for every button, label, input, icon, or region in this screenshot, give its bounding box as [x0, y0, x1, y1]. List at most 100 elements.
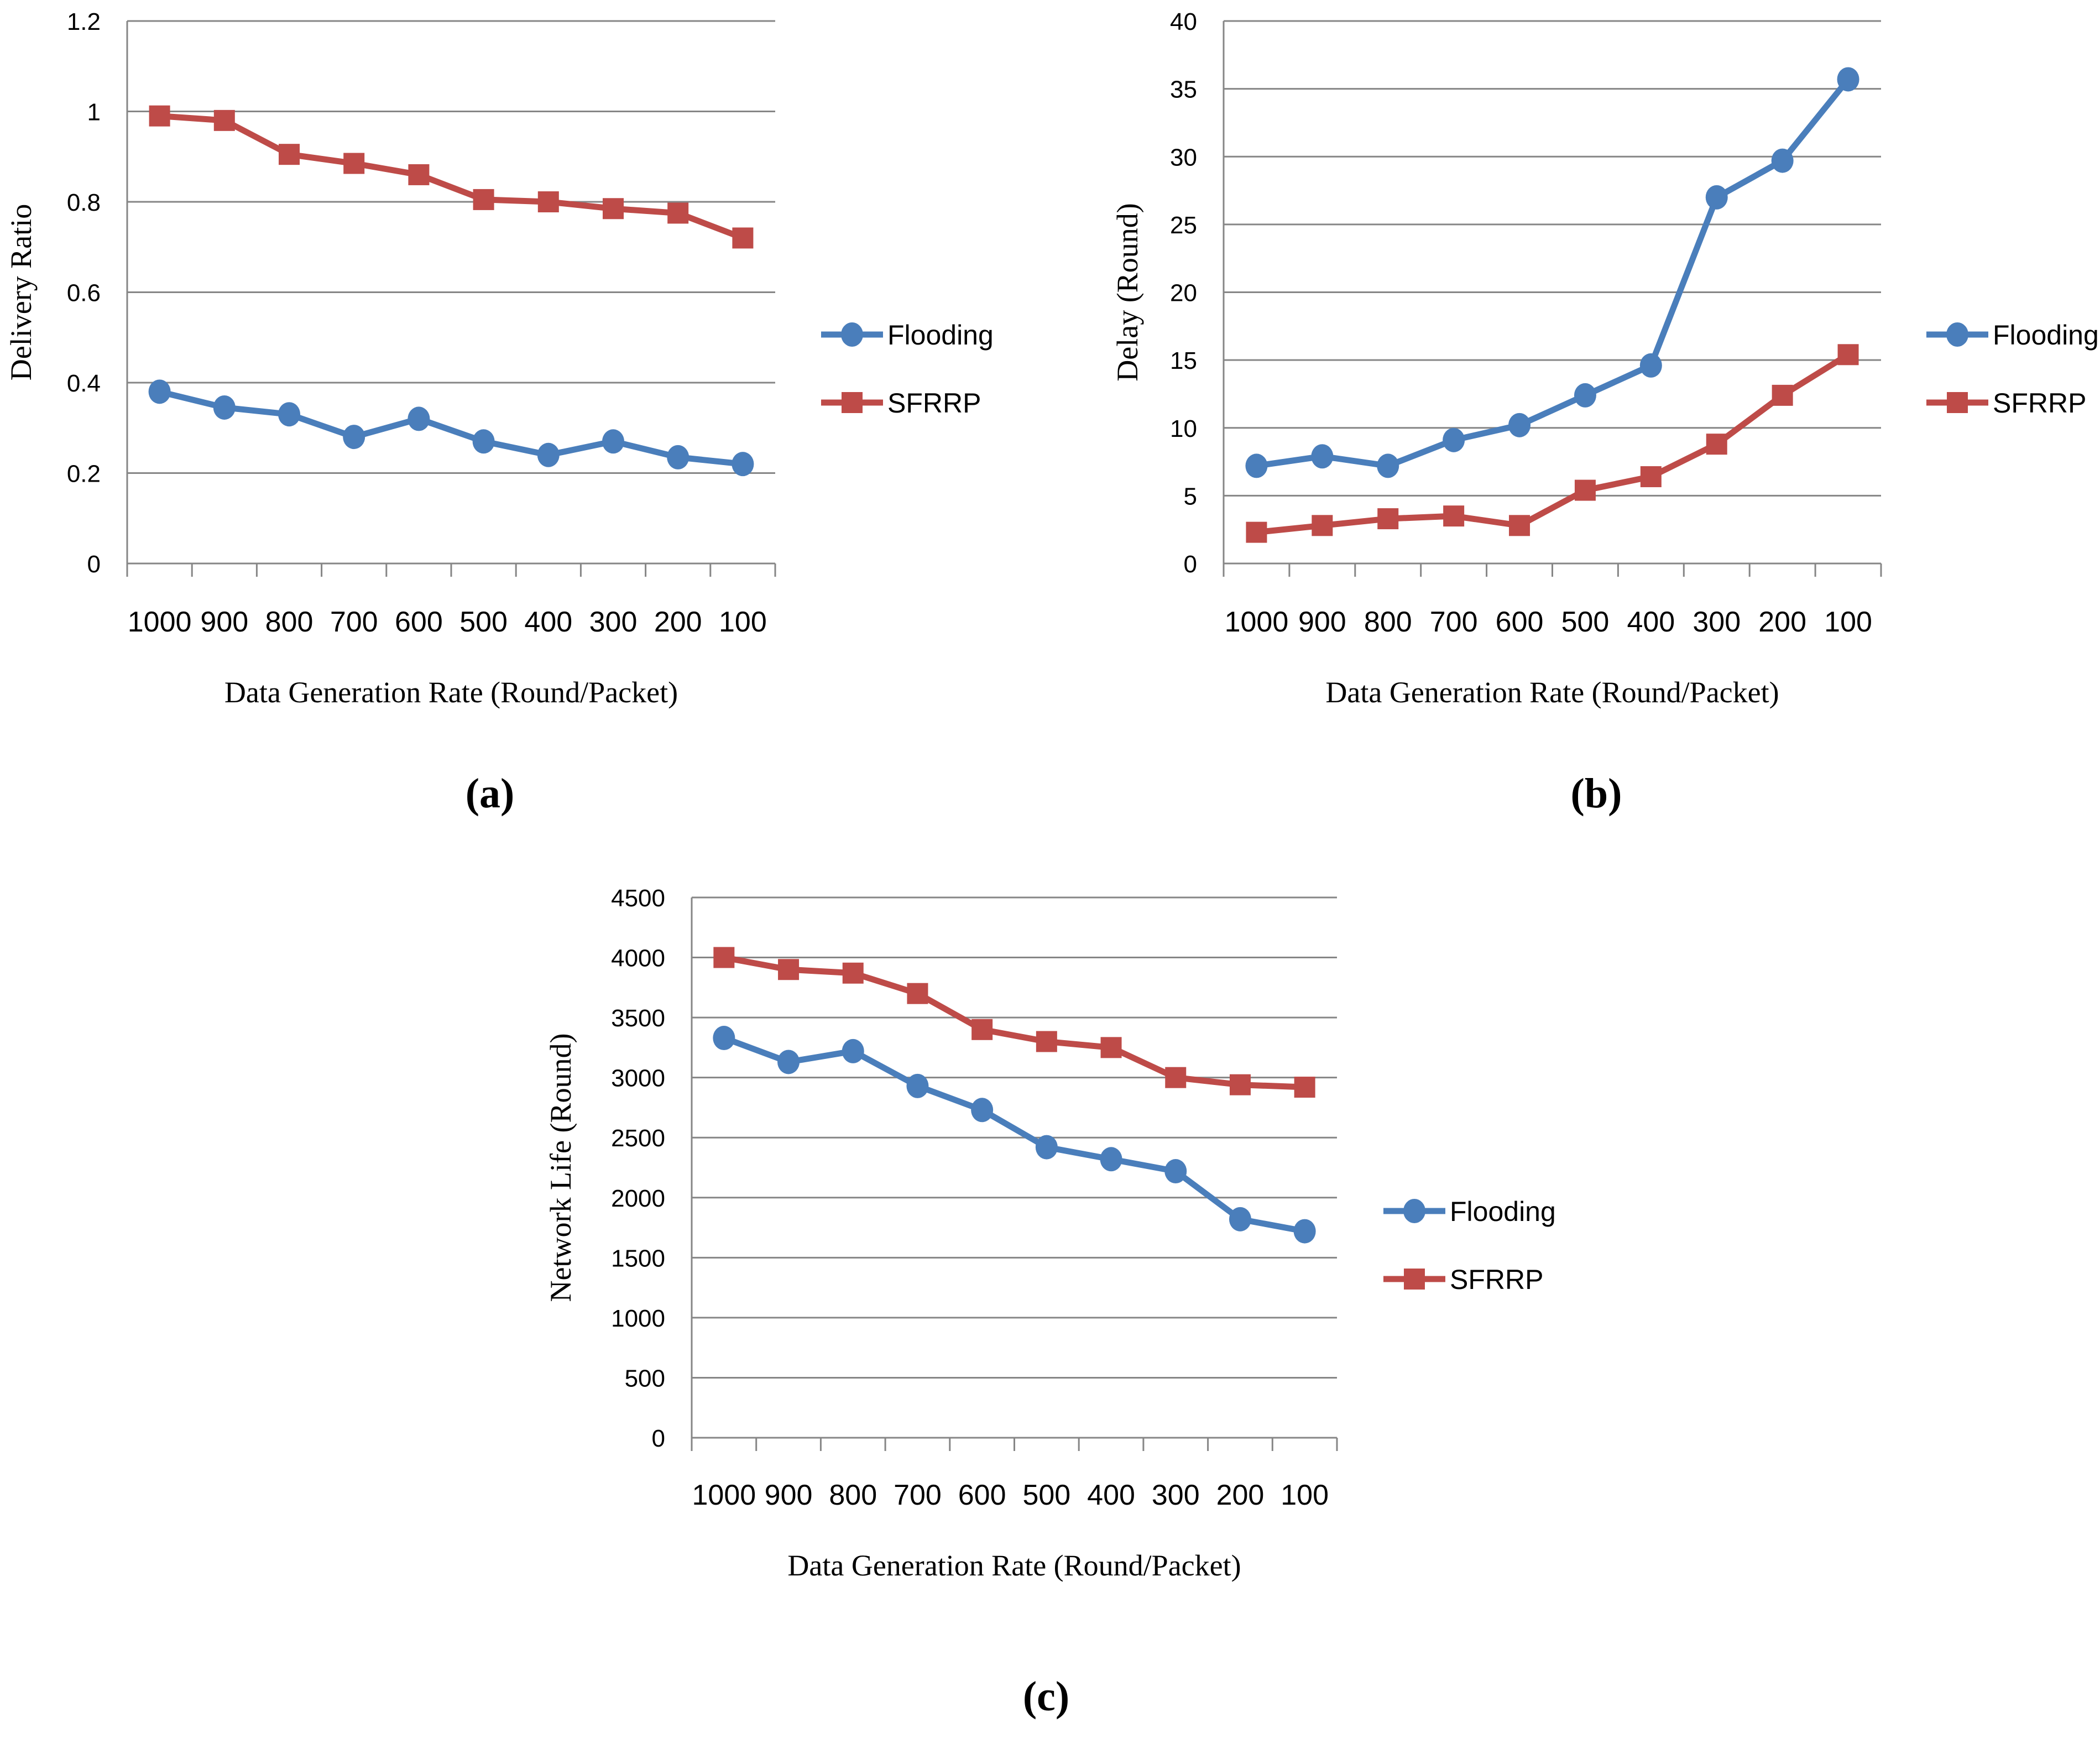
x-tick-label: 100	[1281, 1479, 1329, 1511]
y-tick-label: 25	[1170, 212, 1197, 239]
y-tick-label: 4000	[611, 945, 665, 972]
x-tick-label: 600	[958, 1479, 1006, 1511]
x-tick-label: 1000	[692, 1479, 756, 1511]
legend-marker	[1403, 1199, 1425, 1223]
data-point	[1377, 453, 1399, 478]
legend: Flooding SFRRP	[821, 320, 994, 419]
data-point	[842, 962, 864, 984]
x-tick-label: 800	[829, 1479, 877, 1511]
data-point	[971, 1019, 993, 1040]
x-tick-label: 400	[524, 606, 572, 638]
y-tick-label: 0	[652, 1425, 665, 1452]
series-sfrrp	[1246, 344, 1859, 543]
data-point	[408, 164, 430, 185]
data-point	[603, 198, 624, 220]
data-point	[1311, 444, 1334, 469]
data-point	[278, 402, 300, 427]
legend: Flooding SFRRP	[1926, 320, 2099, 419]
data-point	[713, 1026, 735, 1051]
x-tick-label: 300	[1692, 606, 1741, 638]
series-flooding	[148, 379, 754, 477]
y-axis-title: Network Life (Round)	[544, 1034, 577, 1302]
data-point	[473, 189, 494, 210]
legend-item-sfrrp: SFRRP	[1383, 1264, 1543, 1295]
panel-label: (b)	[1571, 770, 1622, 817]
y-tick-label: 5	[1184, 483, 1197, 510]
data-point	[1574, 479, 1596, 501]
legend-marker	[1947, 392, 1968, 413]
x-tick-label: 800	[1364, 606, 1412, 638]
legend-label: Flooding	[1450, 1196, 1556, 1227]
data-point	[472, 429, 495, 454]
y-tick-label: 40	[1170, 8, 1197, 35]
legend-item-flooding: Flooding	[1926, 320, 2099, 351]
legend: Flooding SFRRP	[1383, 1196, 1556, 1295]
x-tick-label: 900	[1298, 606, 1346, 638]
legend-label: Flooding	[887, 320, 994, 351]
series-flooding	[713, 1026, 1316, 1244]
data-point	[907, 983, 928, 1004]
legend-label: SFRRP	[1450, 1264, 1543, 1295]
x-axis-title: Data Generation Rate (Round/Packet)	[787, 1549, 1241, 1582]
data-point	[971, 1098, 994, 1123]
x-tick-label: 600	[395, 606, 443, 638]
panel-label: (a)	[466, 770, 515, 817]
data-point	[1705, 185, 1728, 210]
data-point	[1164, 1159, 1187, 1184]
x-tick-label: 900	[765, 1479, 813, 1511]
x-tick-label: 200	[1216, 1479, 1265, 1511]
x-tick-label: 500	[1561, 606, 1610, 638]
x-tick-label: 400	[1627, 606, 1675, 638]
y-tick-label: 0.6	[67, 280, 101, 307]
chart-1: 0 0.2 0.4 0.6 0.8 1 1.2 1000 900 800 700 600 500 400 3…	[4, 8, 994, 817]
data-point	[1574, 383, 1596, 408]
y-axis-title: Delivery Ratio	[4, 204, 38, 380]
y-tick-label: 15	[1170, 347, 1197, 374]
x-tick-label: 700	[894, 1479, 942, 1511]
x-tick-label: 200	[1758, 606, 1806, 638]
data-point	[713, 947, 735, 968]
data-point	[343, 153, 365, 174]
y-tick-label: 35	[1170, 76, 1197, 103]
legend-marker	[1946, 322, 1968, 347]
y-tick-label: 0.2	[67, 461, 101, 488]
x-tick-label: 900	[200, 606, 248, 638]
data-point	[343, 425, 365, 450]
panel-label: (c)	[1023, 1673, 1069, 1720]
y-tick-label: 3000	[611, 1065, 665, 1092]
y-tick-label: 0	[1184, 551, 1197, 578]
legend-item-sfrrp: SFRRP	[1926, 388, 2086, 419]
y-tick-label: 1.2	[67, 8, 101, 35]
y-tick-label: 30	[1170, 144, 1197, 171]
y-tick-label: 500	[625, 1365, 665, 1392]
series-sfrrp	[713, 947, 1315, 1098]
data-point	[777, 1050, 800, 1074]
data-point	[1837, 344, 1859, 366]
data-point	[732, 227, 754, 249]
data-point	[1772, 384, 1793, 406]
legend-label: SFRRP	[887, 388, 981, 419]
x-tick-label: 100	[719, 606, 767, 638]
data-point	[1294, 1077, 1315, 1098]
data-point	[1771, 148, 1794, 173]
series-line	[156, 113, 746, 241]
y-tick-label: 0	[87, 551, 101, 578]
y-tick-label: 1500	[611, 1245, 665, 1272]
x-tick-label: 800	[265, 606, 314, 638]
legend-marker	[842, 392, 863, 413]
data-point	[279, 144, 300, 165]
series-flooding	[1245, 67, 1859, 478]
chart-3: 0 500 1000 1500 2000 2500 3000 3500 4000 4500 1000…	[544, 885, 1556, 1720]
data-point	[1509, 515, 1530, 536]
data-point	[1640, 466, 1662, 488]
x-tick-label: 500	[1022, 1479, 1070, 1511]
data-point	[213, 109, 235, 131]
chart-2: 0 5 10 15 20 25 30 35 40 1000 900 800 700 600 500 400 30…	[1111, 8, 2099, 817]
y-tick-label: 1	[87, 99, 101, 126]
legend-item-sfrrp: SFRRP	[821, 388, 981, 419]
data-point	[667, 445, 689, 469]
y-tick-label: 3500	[611, 1005, 665, 1032]
series-line	[1253, 351, 1852, 536]
